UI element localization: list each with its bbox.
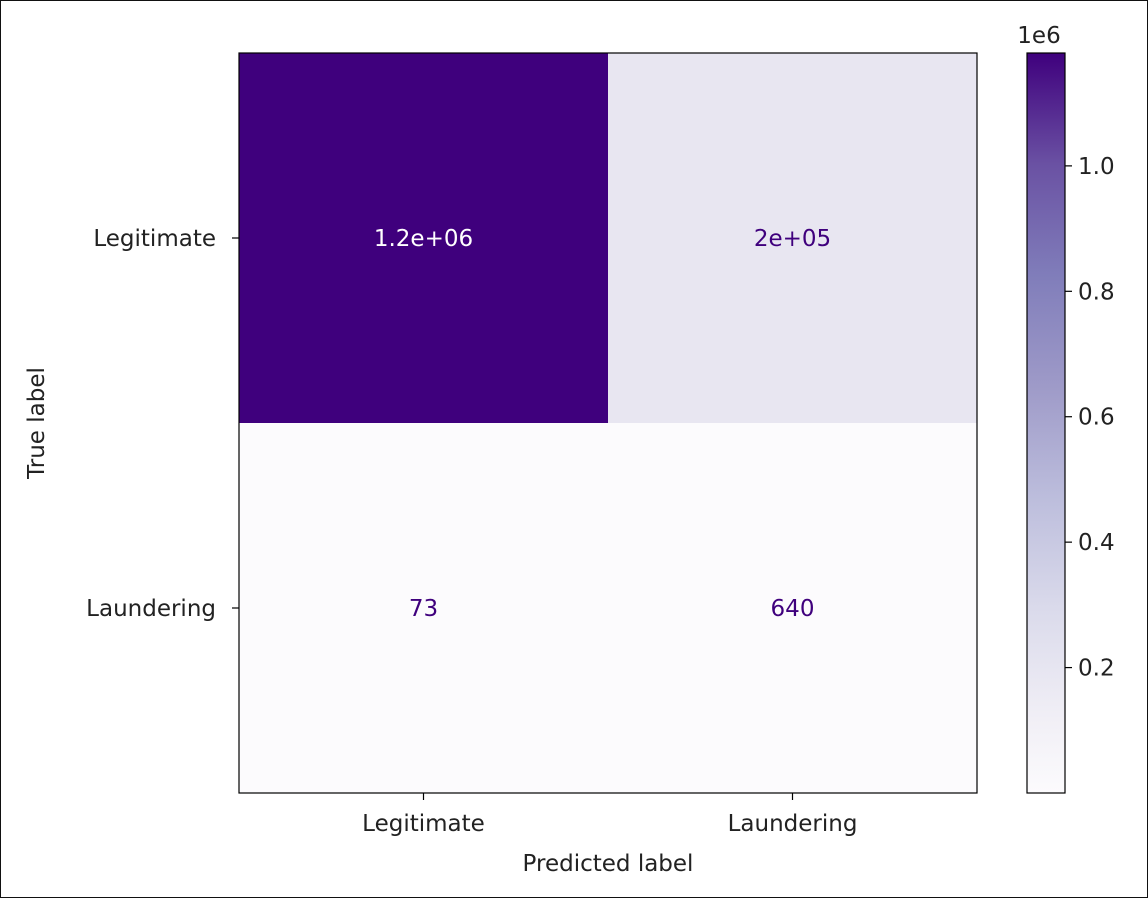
axis-ticks: Legitimate Laundering Legitimate Laundering [86,226,857,837]
colorbar-tick-label: 0.2 [1078,656,1115,682]
colorbar-offset-label: 1e6 [1017,23,1060,49]
matrix-cell-1-1 [608,423,978,794]
matrix-cell-1-0 [239,423,609,794]
matrix-cell-0-0 [239,53,609,424]
cell-value-label-1-0: 73 [409,596,438,622]
colorbar-tick-label: 0.4 [1078,530,1115,556]
cell-value-label-0-0: 1.2e+06 [374,226,473,252]
colorbar-gradient [1026,52,1066,794]
x-axis-title: Predicted label [523,851,694,877]
colorbar-ticks: 0.2 0.4 0.6 0.8 1.0 [1065,154,1115,682]
heatmap-cells: 1.2e+06 2e+05 73 640 [239,53,978,794]
matrix-cell-0-1 [608,53,978,424]
colorbar: 0.2 0.4 0.6 0.8 1.0 1e6 [1017,23,1115,794]
colorbar-tick-label: 1.0 [1078,154,1115,180]
cell-value-label-1-1: 640 [771,596,815,622]
y-tick-label: Legitimate [93,226,216,252]
y-axis-title: True label [24,367,50,480]
y-tick-label: Laundering [86,596,216,622]
x-tick-label: Legitimate [362,811,485,837]
x-tick-label: Laundering [728,811,858,837]
colorbar-tick-label: 0.8 [1078,279,1115,305]
cell-value-label-0-1: 2e+05 [754,226,831,252]
plot-area-frame [238,52,978,794]
colorbar-tick-label: 0.6 [1078,405,1115,431]
